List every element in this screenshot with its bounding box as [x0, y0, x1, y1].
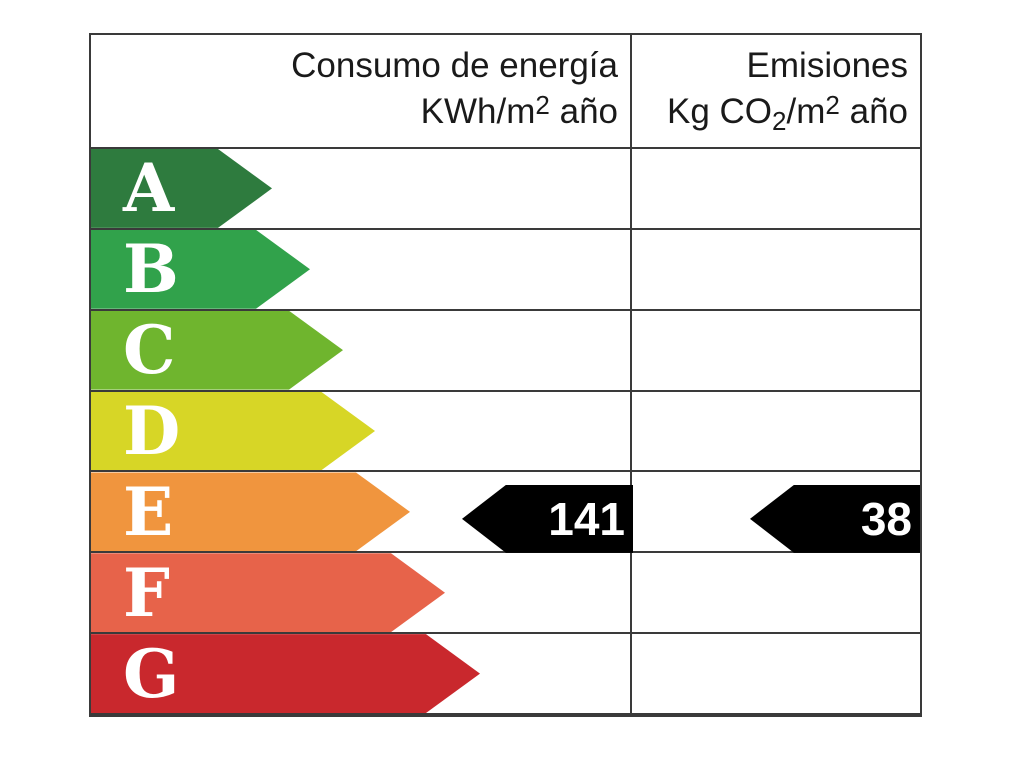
squared-symbol: 2	[535, 90, 550, 120]
rating-arrow-d: D	[91, 392, 375, 471]
consumption-column-header: Consumo de energía KWh/m2 año	[91, 35, 632, 147]
emissions-header-line2: Kg CO2/m2 año	[667, 90, 908, 136]
rating-letter-a: A	[123, 149, 175, 228]
co2-subscript: 2	[772, 106, 787, 136]
rating-row-a: A	[91, 149, 920, 230]
squared-symbol: 2	[825, 90, 840, 120]
rating-arrow-e: E	[91, 472, 410, 551]
rating-row-f: F	[91, 553, 920, 635]
rating-letter-d: D	[123, 392, 181, 470]
rating-arrow-g: G	[91, 634, 480, 713]
rating-arrow-b: B	[91, 230, 310, 309]
rating-row-b: B	[91, 230, 920, 311]
emissions-value: 38	[860, 492, 912, 545]
rating-arrow-f: F	[91, 553, 445, 632]
rating-letter-e: E	[123, 472, 174, 551]
consumption-header-line1: Consumo de energía	[291, 46, 618, 85]
emissions-header-line1: Emisiones	[746, 46, 908, 85]
rating-arrow-a: A	[91, 149, 272, 228]
rating-row-g: G	[91, 634, 920, 716]
column-divider	[630, 35, 632, 715]
rating-row-e: E	[91, 472, 920, 554]
consumption-header-line2: KWh/m2 año	[420, 90, 618, 131]
energy-rating-table: Consumo de energía KWh/m2 año Emisiones …	[89, 33, 922, 717]
rating-arrow-c: C	[91, 311, 343, 390]
rating-letter-b: B	[123, 230, 179, 309]
consumption-value: 141	[548, 492, 625, 545]
rating-letter-f: F	[123, 553, 170, 632]
emissions-column-header: Emisiones Kg CO2/m2 año	[632, 35, 920, 147]
rating-letter-c: C	[123, 311, 176, 390]
rating-row-c: C	[91, 311, 920, 392]
table-header: Consumo de energía KWh/m2 año Emisiones …	[91, 35, 920, 149]
rating-letter-g: G	[123, 634, 180, 713]
rating-row-d: D	[91, 392, 920, 473]
